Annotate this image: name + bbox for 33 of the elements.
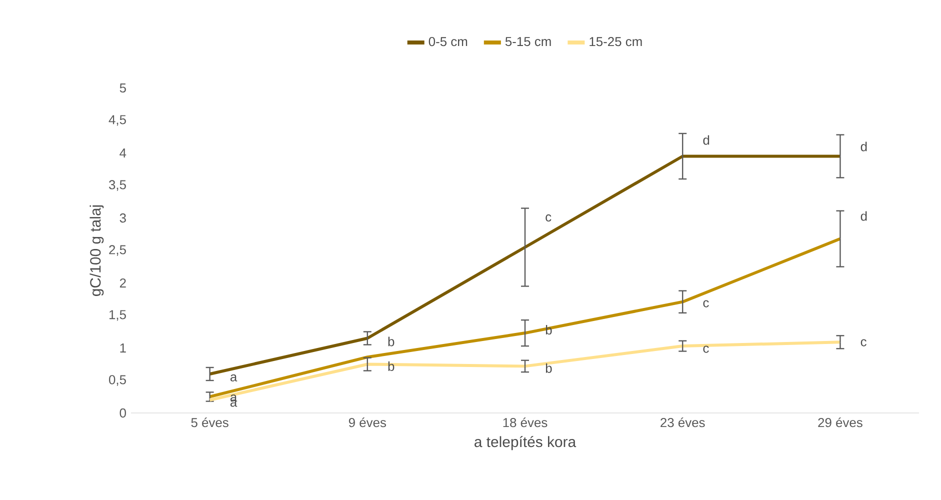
annotation: c (546, 214, 552, 222)
y-tick-label: 4,5 (108, 115, 126, 126)
annotation: a (230, 374, 238, 382)
x-tick-label: 23 éves (660, 418, 705, 428)
annotation: c (703, 300, 709, 308)
legend-label: 5-15 cm (505, 37, 551, 46)
annotation: c (703, 346, 709, 353)
y-tick-label: 4 (120, 148, 126, 158)
x-tick-label: 5 éves (191, 418, 228, 428)
annotation: d (860, 211, 867, 221)
x-tick-label: 18 éves (503, 418, 548, 428)
line-series (208, 154, 842, 376)
y-tick-label: 3 (120, 213, 126, 223)
legend-label: 15-25 cm (590, 36, 642, 46)
y-tick-label: 0 (120, 408, 126, 418)
x-tick-label: 29 éves (818, 418, 862, 428)
annotation: b (388, 336, 394, 346)
y-tick-label: 2,5 (109, 245, 126, 256)
y-tick-label: 5 (120, 83, 126, 92)
x-tick-label: 9 éves (348, 418, 386, 428)
y-tick-label: 2 (120, 278, 126, 288)
x-axis-title: a telepítés kora (474, 436, 576, 450)
legend-label: 0-5 cm (428, 36, 468, 46)
annotation: b (546, 363, 552, 373)
y-tick-label: 1,5 (109, 310, 126, 321)
y-axis-title: gC/100 g talaj (90, 205, 104, 296)
annotation: d (703, 135, 710, 145)
y-tick-label: 3,5 (108, 180, 126, 191)
annotation: a (230, 400, 238, 407)
annotation: c (860, 339, 866, 346)
annotation: d (860, 142, 867, 152)
y-tick-label: 0,5 (108, 375, 126, 386)
y-tick-label: 1 (120, 344, 126, 352)
